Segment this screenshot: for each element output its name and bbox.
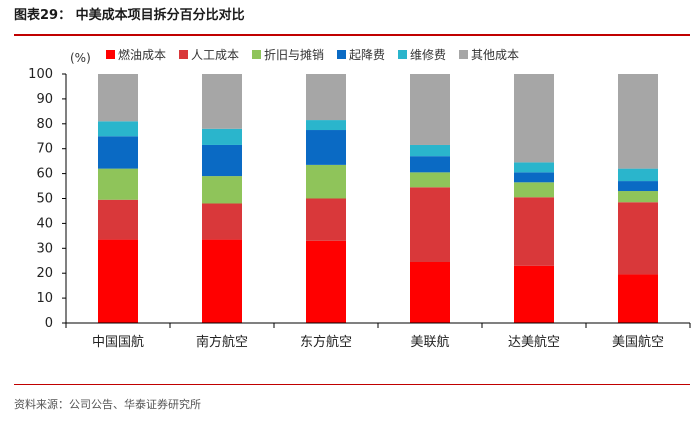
bar-segment-0-5: [98, 74, 138, 122]
bar-segment-1-2: [202, 176, 242, 204]
legend-swatch-4: [398, 50, 407, 59]
bar-segment-3-2: [410, 172, 450, 188]
stacked-bar-chart: 燃油成本 人工成本 折旧与摊销 起降费 维修费 其他成本 (%) 0 10 20 30 40 50 6…: [28, 47, 691, 350]
y-tick-label-3: 30: [36, 241, 53, 256]
title-divider: [14, 34, 690, 36]
legend-label-0: 燃油成本: [118, 47, 166, 62]
bar-segment-0-2: [98, 168, 138, 200]
bar-segment-2-1: [306, 198, 346, 241]
x-tick-label-5: 美国航空: [612, 334, 664, 350]
bar-segment-2-0: [306, 240, 346, 323]
y-axis-unit-text: (%): [70, 51, 91, 65]
legend-swatch-5: [459, 50, 468, 59]
legend-swatch-2: [252, 50, 261, 59]
bar-segment-5-3: [618, 181, 658, 192]
bar-segment-1-1: [202, 203, 242, 240]
bar-segment-4-1: [514, 197, 554, 266]
y-tick-label-9: 90: [36, 92, 53, 107]
bar-segment-3-1: [410, 187, 450, 262]
y-axis-unit-label: (%): [70, 51, 91, 65]
chart-legend: 燃油成本 人工成本 折旧与摊销 起降费 维修费 其他成本: [106, 47, 519, 62]
y-tick-label-6: 60: [36, 167, 53, 182]
bar-segment-3-5: [410, 74, 450, 145]
bar-segment-4-2: [514, 182, 554, 198]
bar-segment-5-4: [618, 168, 658, 182]
axes-group: 0 10 20 30 40 50 60 70 80 90 100 中国国航 南方航空 东方航空 美联航 达美航…: [28, 67, 691, 350]
legend-swatch-3: [337, 50, 346, 59]
x-tick-label-2: 东方航空: [300, 334, 352, 350]
y-tick-label-1: 10: [36, 291, 53, 306]
bar-segment-2-2: [306, 164, 346, 199]
bar-segment-4-3: [514, 172, 554, 183]
legend-label-5: 其他成本: [471, 48, 519, 62]
y-tick-label-2: 20: [36, 266, 53, 281]
bar-segment-3-4: [410, 144, 450, 157]
y-tick-label-10: 100: [28, 67, 53, 82]
bar-segment-4-0: [514, 265, 554, 323]
bar-segment-5-2: [618, 191, 658, 203]
bar-segment-2-3: [306, 130, 346, 165]
bars-group: [98, 74, 658, 323]
bar-segment-3-3: [410, 156, 450, 173]
bar-segment-5-5: [618, 74, 658, 169]
figure-title: 图表29： 中美成本项目拆分百分比对比: [14, 8, 245, 23]
bar-segment-3-0: [410, 261, 450, 323]
bar-segment-0-1: [98, 199, 138, 240]
source-divider: [14, 384, 690, 385]
bar-segment-2-5: [306, 74, 346, 121]
y-tick-label-5: 50: [36, 192, 53, 207]
bar-segment-5-1: [618, 202, 658, 275]
legend-label-2: 折旧与摊销: [264, 47, 324, 62]
legend-label-1: 人工成本: [191, 48, 239, 62]
legend-swatch-0: [106, 50, 115, 59]
legend-label-3: 起降费: [349, 48, 385, 62]
bar-segment-4-4: [514, 162, 554, 173]
bar-segment-0-4: [98, 121, 138, 137]
y-tick-label-0: 0: [45, 316, 53, 331]
bar-segment-5-0: [618, 274, 658, 323]
bar-segment-1-4: [202, 128, 242, 145]
x-tick-label-3: 美联航: [410, 334, 449, 350]
x-tick-label-4: 达美航空: [508, 334, 560, 350]
bar-segment-4-5: [514, 74, 554, 163]
legend-swatch-1: [179, 50, 188, 59]
source-note: 资料来源：公司公告、华泰证券研究所: [14, 398, 201, 411]
legend-label-4: 维修费: [410, 47, 446, 62]
y-tick-label-8: 80: [36, 117, 53, 132]
x-tick-label-0: 中国国航: [92, 334, 144, 350]
bar-segment-1-0: [202, 239, 242, 323]
bar-segment-0-0: [98, 239, 138, 323]
y-tick-label-7: 70: [36, 142, 53, 157]
bar-segment-1-5: [202, 74, 242, 129]
bar-segment-2-4: [306, 120, 346, 131]
bar-segment-1-3: [202, 144, 242, 177]
bar-segment-0-3: [98, 136, 138, 169]
x-tick-label-1: 南方航空: [196, 334, 248, 350]
y-tick-label-4: 40: [36, 216, 53, 231]
